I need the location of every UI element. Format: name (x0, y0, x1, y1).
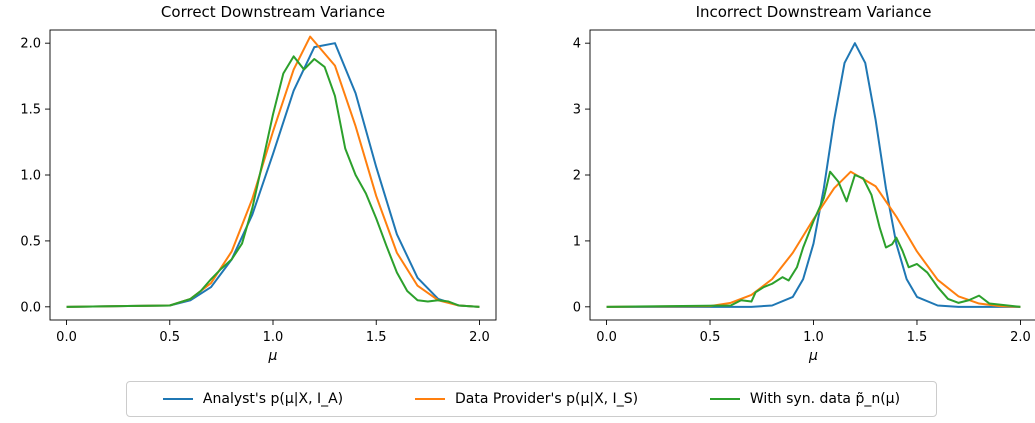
legend-swatch-analyst (162, 398, 193, 400)
x-tick-label: 0.5 (700, 330, 721, 345)
y-tick-label: 4 (573, 37, 581, 52)
legend-label-analyst: Analyst's p(μ|X, I_A) (202, 391, 344, 407)
chart-panel-2: Incorrect Downstream Variance 0.0 0.5 1.0 1.… (573, 3, 1035, 364)
legend-swatch-provider (414, 398, 445, 400)
legend-item-synthetic: With syn. data p̃_n(μ) (709, 391, 901, 407)
y-tick-label: 0.0 (20, 300, 41, 315)
series-line-analyst (66, 42, 480, 308)
chart-title: Correct Downstream Variance (161, 3, 385, 21)
chart-panel-1: Correct Downstream Variance 0.0 0.5 1.0 1.5 2… (20, 3, 497, 364)
legend-swatch-synthetic (709, 398, 740, 400)
x-tick-label: 2.0 (1010, 330, 1031, 345)
y-tick-label: 0 (573, 300, 581, 315)
y-tick-label: 2.0 (20, 37, 41, 52)
x-tick-label: 0.0 (56, 330, 77, 345)
legend: Analyst's p(μ|X, I_A) Data Provider's p(… (126, 381, 937, 417)
legend-label-provider: Data Provider's p(μ|X, I_S) (454, 391, 639, 407)
series-line-synthetic (66, 55, 480, 308)
legend-label-synthetic: With syn. data p̃_n(μ) (749, 391, 901, 407)
x-tick-label: 1.5 (366, 330, 387, 345)
x-tick-label: 1.5 (907, 330, 928, 345)
x-tick-label: 1.0 (263, 330, 284, 345)
series-line-provider (66, 35, 480, 308)
axes-frame (49, 29, 497, 321)
y-tick-label: 2 (573, 169, 581, 184)
x-tick-label: 1.0 (803, 330, 824, 345)
legend-item-provider: Data Provider's p(μ|X, I_S) (414, 391, 639, 407)
series-line-synthetic (606, 170, 1021, 308)
legend-item-analyst: Analyst's p(μ|X, I_A) (162, 391, 344, 407)
x-axis-label: μ (268, 348, 278, 364)
y-tick-label: 1.5 (20, 103, 41, 118)
x-tick-label: 0.5 (159, 330, 180, 345)
y-tick-label: 1 (573, 234, 581, 249)
series-line-provider (606, 170, 1021, 308)
series-line-analyst (606, 42, 1021, 308)
chart-title: Incorrect Downstream Variance (696, 3, 932, 21)
y-tick-label: 0.5 (20, 234, 41, 249)
axes-frame (589, 29, 1035, 321)
x-tick-label: 0.0 (596, 330, 617, 345)
figure: Correct Downstream Variance 0.0 0.5 1.0 1.5 2… (20, 3, 1035, 364)
y-tick-label: 1.0 (20, 169, 41, 184)
y-tick-label: 3 (573, 103, 581, 118)
x-axis-label: μ (808, 348, 818, 364)
x-tick-label: 2.0 (469, 330, 490, 345)
